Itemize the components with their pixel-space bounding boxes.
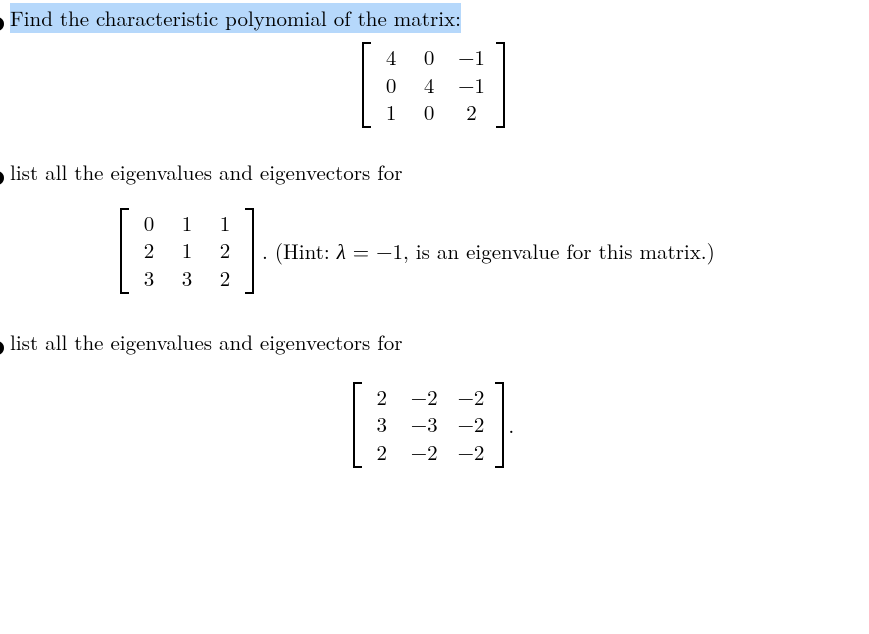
matrix-row: 2 −2 −2 xyxy=(363,384,495,411)
matrix-cell: 0 xyxy=(410,44,448,71)
problem-3-matrix-block: 2 −2 −2 3 −3 −2 2 −2 −2 xyxy=(10,382,857,468)
matrix-cell: 1 xyxy=(372,99,410,126)
problem-3: list all the eigenvalues and eigenvector… xyxy=(0,328,869,468)
matrix-cell: 2 xyxy=(363,439,401,466)
matrix-cell: 2 xyxy=(130,237,168,264)
matrix-table: 2 −2 −2 3 −3 −2 2 −2 −2 xyxy=(363,384,495,466)
problem-1-prompt: Find the characteristic polynomial of th… xyxy=(10,4,857,32)
matrix-cell: 1 xyxy=(206,210,244,237)
matrix-cell: 3 xyxy=(363,411,401,438)
bullet-icon xyxy=(0,341,4,355)
matrix-cell: 3 xyxy=(168,265,206,292)
problem-2-matrix-row: 0 1 1 2 1 2 3 3 2 xyxy=(10,208,857,294)
matrix-cell: −3 xyxy=(401,411,448,438)
bullet-icon xyxy=(0,17,4,31)
problem-1-matrix-block: 4 0 −1 0 4 −1 1 0 2 xyxy=(10,42,857,128)
problem-3-period: . xyxy=(508,410,514,440)
matrix-row: 4 0 −1 xyxy=(372,44,495,71)
matrix-cell: 2 xyxy=(206,237,244,264)
matrix-row: 3 3 2 xyxy=(130,265,244,292)
matrix-cell: −2 xyxy=(448,439,495,466)
matrix-row: 2 −2 −2 xyxy=(363,439,495,466)
matrix-row: 0 1 1 xyxy=(130,210,244,237)
problem-1-prompt-text: Find the characteristic polynomial of th… xyxy=(10,3,461,33)
problem-1-content: Find the characteristic polynomial of th… xyxy=(10,4,869,156)
matrix-cell: −2 xyxy=(401,439,448,466)
matrix-cell: 4 xyxy=(372,44,410,71)
hint-rest: = −1, is an eigenvalue for this matrix.) xyxy=(346,236,715,266)
matrix-table: 0 1 1 2 1 2 3 3 2 xyxy=(130,210,244,292)
problem-2-content: list all the eigenvalues and eigenvector… xyxy=(10,158,869,326)
problem-3-matrix: 2 −2 −2 3 −3 −2 2 −2 −2 xyxy=(353,382,505,468)
bullet-icon xyxy=(0,171,4,185)
matrix-cell: 1 xyxy=(168,237,206,264)
problem-1: Find the characteristic polynomial of th… xyxy=(0,4,869,156)
hint-prefix: . (Hint: xyxy=(262,236,337,266)
matrix-cell: 0 xyxy=(130,210,168,237)
matrix-row: 0 4 −1 xyxy=(372,72,495,99)
matrix-cell: −2 xyxy=(448,411,495,438)
matrix-cell: −1 xyxy=(448,72,495,99)
problem-3-prompt: list all the eigenvalues and eigenvector… xyxy=(10,328,857,356)
matrix-cell: −1 xyxy=(448,44,495,71)
problem-2-prompt-text: list all the eigenvalues and eigenvector… xyxy=(10,157,402,187)
matrix-cell: −2 xyxy=(401,384,448,411)
matrix-cell: 2 xyxy=(448,99,495,126)
bullet-col xyxy=(0,328,10,358)
matrix-cell: 1 xyxy=(168,210,206,237)
problem-2-prompt: list all the eigenvalues and eigenvector… xyxy=(10,158,857,186)
matrix-cell: 3 xyxy=(130,265,168,292)
matrix-cell: 0 xyxy=(410,99,448,126)
problem-3-content: list all the eigenvalues and eigenvector… xyxy=(10,328,869,468)
matrix-table: 4 0 −1 0 4 −1 1 0 2 xyxy=(372,44,495,126)
matrix-cell: 2 xyxy=(363,384,401,411)
bullet-col xyxy=(0,158,10,188)
matrix-row: 1 0 2 xyxy=(372,99,495,126)
problem-2-hint: . (Hint: λ = −1, is an eigenvalue for th… xyxy=(262,236,715,266)
hint-lambda: λ xyxy=(337,236,346,266)
problem-1-matrix: 4 0 −1 0 4 −1 1 0 2 xyxy=(362,42,505,128)
matrix-cell: 2 xyxy=(206,265,244,292)
matrix-cell: 0 xyxy=(372,72,410,99)
matrix-row: 2 1 2 xyxy=(130,237,244,264)
problem-2: list all the eigenvalues and eigenvector… xyxy=(0,158,869,326)
problem-3-prompt-text: list all the eigenvalues and eigenvector… xyxy=(10,327,402,357)
matrix-cell: 4 xyxy=(410,72,448,99)
page: Find the characteristic polynomial of th… xyxy=(0,0,869,468)
matrix-cell: −2 xyxy=(448,384,495,411)
problem-2-matrix: 0 1 1 2 1 2 3 3 2 xyxy=(120,208,254,294)
bullet-col xyxy=(0,4,10,34)
matrix-row: 3 −3 −2 xyxy=(363,411,495,438)
